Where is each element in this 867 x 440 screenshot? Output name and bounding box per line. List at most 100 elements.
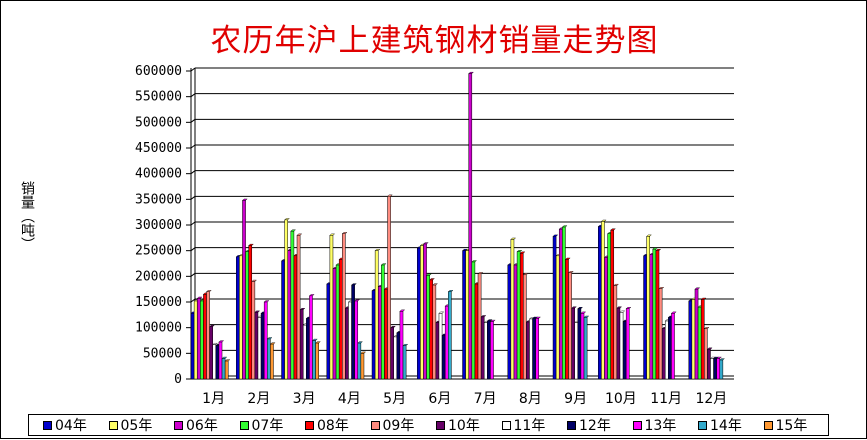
bar [649,254,654,380]
legend-label: 06年 [186,418,218,434]
bar [393,336,398,380]
x-tick-label: 8月 [519,391,542,407]
bar [251,281,256,380]
bar [483,322,488,380]
y-tick-label: 350000 [135,192,182,207]
bar [655,250,660,380]
bar [477,273,482,380]
bar [267,338,271,380]
bar [719,359,724,380]
bar [351,284,355,380]
bar [417,247,421,380]
bar [704,328,708,380]
legend-swatch [632,420,642,430]
bar [526,321,530,380]
x-tick-label: 5月 [383,391,406,407]
bar [396,332,401,380]
bar [574,322,579,380]
legend-label: 09年 [382,418,415,434]
bar [713,358,717,380]
gridline-depth [190,144,196,149]
legend-item: 09年 [370,415,437,435]
y-tick-label: 100000 [135,321,182,336]
bar [302,324,307,380]
x-tick-label: 10月 [605,391,637,407]
bar [610,229,615,380]
bar [613,285,618,380]
legend-label: 08年 [317,418,349,434]
bar [254,312,259,380]
legend-swatch [174,420,183,430]
gridline-depth [190,247,196,252]
bar [604,257,608,380]
legend-swatch [108,420,118,430]
y-tick-label: 600000 [135,64,182,79]
bar [661,328,666,380]
legend-label: 14年 [710,418,742,434]
legend-item: 05年 [108,415,175,435]
y-tick-label: 250000 [135,244,182,259]
y-tick-label: 550000 [135,90,182,105]
bar [510,239,515,380]
bar [190,313,195,380]
bar [668,317,672,380]
bar [583,317,588,380]
bar [293,255,298,380]
bar [616,307,621,380]
y-tick-label: 300000 [135,218,182,233]
bar [299,309,304,380]
bar [426,275,430,380]
y-axis-label: 销量（吨） [19,181,35,251]
bar [535,318,540,380]
bar [562,226,566,380]
bar [555,255,560,380]
legend-label: 05年 [120,418,153,434]
bar [519,252,524,380]
bar [206,291,210,380]
bar [558,228,563,380]
bar [348,301,352,380]
x-tick-label: 11月 [650,391,682,407]
legend-swatch [436,420,445,430]
bar [471,261,476,380]
bar [257,317,262,380]
bar [487,320,491,380]
bar [516,251,521,380]
y-tick-label: 0 [174,372,182,387]
bar [622,321,627,380]
bar [552,236,557,380]
x-tick-label: 12月 [695,391,727,407]
bar [203,294,207,380]
bar [529,318,533,380]
gridline-depth [190,170,196,175]
bar [384,288,388,380]
bar [329,235,334,380]
gridline-depth [190,272,196,277]
bar [338,259,343,380]
legend-label: 11年 [513,418,546,434]
bar [390,327,394,380]
bar [716,358,721,380]
x-tick-label: 6月 [428,391,451,407]
bar [688,300,693,380]
bar [284,219,288,380]
x-tick-label: 1月 [202,391,225,407]
bar [697,306,702,380]
bar [474,283,479,380]
bar [357,342,362,380]
bar [326,283,331,380]
bar [290,230,295,380]
bar [221,358,226,380]
bar [438,313,443,380]
bar [402,345,407,380]
bar [652,248,657,380]
bar [694,288,699,380]
bar [568,272,572,380]
bar [480,316,485,380]
bar [399,310,404,380]
y-tick-label: 50000 [143,346,182,361]
gridline-depth [190,195,196,200]
bar [215,345,220,380]
x-tick-label: 4月 [338,391,361,407]
x-tick-label: 3月 [293,391,316,407]
